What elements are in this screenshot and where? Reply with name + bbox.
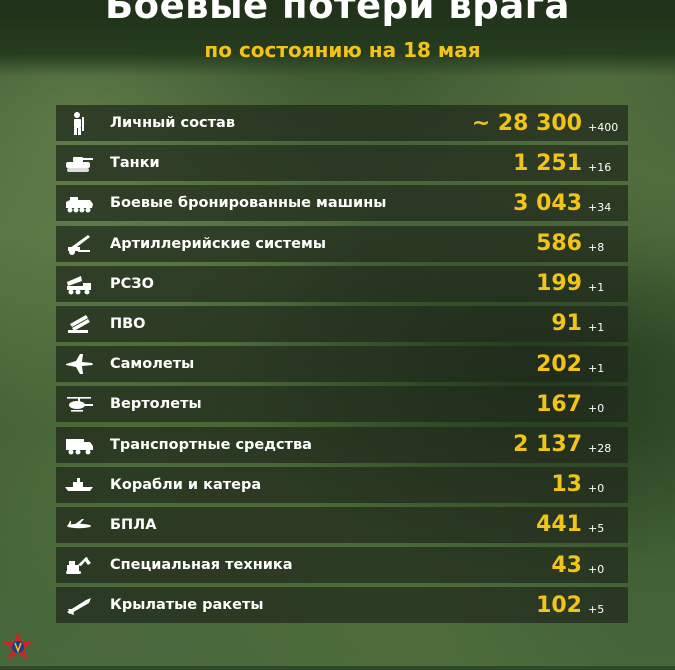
list-item: Специальная техника 43 +0 xyxy=(56,547,628,584)
row-value: 1 251 xyxy=(513,150,582,176)
artillery-icon xyxy=(64,232,94,256)
row-value: 441 xyxy=(536,512,582,538)
jet-icon xyxy=(64,352,94,376)
list-item: Боевые бронированные машины 3 043 +34 xyxy=(56,185,628,222)
excavator-icon xyxy=(64,553,94,577)
row-value: 202 xyxy=(536,351,582,377)
list-item: Танки 1 251 +16 xyxy=(56,145,628,182)
row-delta: +1 xyxy=(588,321,605,335)
row-delta: +8 xyxy=(588,241,605,255)
row-value: 43 xyxy=(551,552,582,578)
row-label: Боевые бронированные машины xyxy=(110,195,387,212)
list-item: БПЛА 441 +5 xyxy=(56,506,628,543)
row-label: Танки xyxy=(110,155,160,172)
row-value: 102 xyxy=(536,592,582,618)
row-value: 2 137 xyxy=(513,432,582,457)
ship-icon xyxy=(64,473,94,497)
row-value: 199 xyxy=(536,271,582,297)
row-label: Артиллерийские системы xyxy=(110,235,326,252)
list-item: Крылатые ракеты 102 +5 xyxy=(56,587,628,624)
row-delta: +5 xyxy=(588,602,605,616)
helicopter-icon xyxy=(64,392,94,416)
list-item: Транспортные средства 2 137 +28 xyxy=(56,426,628,463)
row-label: РСЗО xyxy=(110,275,154,292)
losses-list: Личный состав ~ 28 300 +400 Танки 1 251 … xyxy=(56,105,628,627)
missile-icon xyxy=(64,593,94,617)
row-delta: +16 xyxy=(588,160,612,174)
row-value: 91 xyxy=(551,311,582,337)
row-label: Личный состав xyxy=(110,115,236,131)
row-label: Вертолеты xyxy=(110,396,202,413)
row-delta: +1 xyxy=(588,281,605,295)
truck-icon xyxy=(64,433,94,457)
armored-vehicle-icon xyxy=(64,191,94,215)
row-value: 586 xyxy=(536,231,582,257)
row-delta: +5 xyxy=(588,522,605,536)
page-subtitle: по состоянию на 18 мая xyxy=(204,38,481,62)
row-value: 13 xyxy=(551,472,582,498)
row-label: Корабли и катера xyxy=(110,476,262,493)
row-value: 167 xyxy=(536,391,582,417)
row-label: Транспортные средства xyxy=(110,436,312,453)
list-item: Самолеты 202 +1 xyxy=(56,346,628,383)
row-delta: +0 xyxy=(588,482,605,496)
row-delta: +1 xyxy=(588,361,605,375)
list-item: Корабли и катера 13 +0 xyxy=(56,466,628,503)
page-title: Боевые потери врага xyxy=(104,0,571,27)
list-item: Личный состав ~ 28 300 +400 xyxy=(56,105,628,141)
row-value: 3 043 xyxy=(513,190,582,216)
air-defense-icon xyxy=(64,312,94,336)
row-delta: +0 xyxy=(588,562,605,576)
mlrs-icon xyxy=(64,272,94,296)
drone-icon xyxy=(64,513,94,537)
row-label: ПВО xyxy=(110,315,146,332)
row-delta: +0 xyxy=(588,401,605,415)
header-band xyxy=(0,0,675,76)
armed-forces-emblem-icon xyxy=(3,632,33,666)
row-label: Самолеты xyxy=(110,356,195,373)
row-label: Специальная техника xyxy=(110,557,293,574)
row-delta: +34 xyxy=(588,200,612,214)
row-delta: +28 xyxy=(588,442,612,455)
row-delta: +400 xyxy=(588,120,619,134)
list-item: РСЗО 199 +1 xyxy=(56,265,628,302)
row-label: Крылатые ракеты xyxy=(110,597,264,614)
list-item: Артиллерийские системы 586 +8 xyxy=(56,225,628,262)
row-value: ~ 28 300 xyxy=(471,110,582,136)
list-item: ПВО 91 +1 xyxy=(56,305,628,342)
row-label: БПЛА xyxy=(110,516,157,533)
soldier-icon xyxy=(64,111,94,135)
list-item: Вертолеты 167 +0 xyxy=(56,386,628,423)
tank-icon xyxy=(64,151,94,175)
